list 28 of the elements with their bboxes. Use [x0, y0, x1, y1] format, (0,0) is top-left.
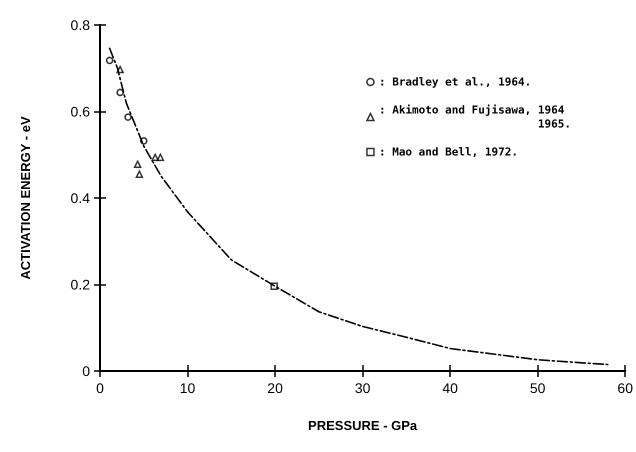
y-tick-label: 0.4: [70, 190, 90, 206]
point: [116, 88, 124, 96]
y-tick-label: 0.8: [70, 17, 90, 33]
point: [140, 137, 148, 145]
x-tick-label: 20: [267, 380, 284, 396]
point: [270, 282, 278, 290]
x-tick-label: 0: [96, 380, 104, 396]
x-tick-label: 50: [530, 380, 546, 396]
y-axis-title: ACTIVATION ENERGY - eV: [18, 116, 33, 280]
y-tick-label: 0.6: [70, 104, 90, 120]
x-tick-label: 30: [354, 380, 371, 396]
point: [124, 113, 132, 121]
point: [151, 154, 159, 162]
legend-label: : Akimoto and Fujisawa, 1964 1965.: [378, 104, 572, 130]
legend-label: : Bradley et al., 1964.: [378, 76, 532, 88]
point: [134, 160, 142, 168]
point: [156, 154, 164, 162]
point: [136, 170, 144, 178]
point: [106, 56, 114, 64]
line-series: [108, 48, 609, 366]
legend-label: : Mao and Bell, 1972.: [378, 146, 518, 158]
y-tick-label: 0.2: [70, 276, 90, 292]
point: [116, 66, 124, 74]
x-tick-label: 40: [442, 380, 458, 396]
x-axis-title: PRESSURE - GPa: [308, 418, 418, 433]
x-tick-label: 10: [180, 380, 196, 396]
x-tick-label: 60: [617, 380, 634, 396]
y-tick-label: 0: [82, 363, 90, 379]
